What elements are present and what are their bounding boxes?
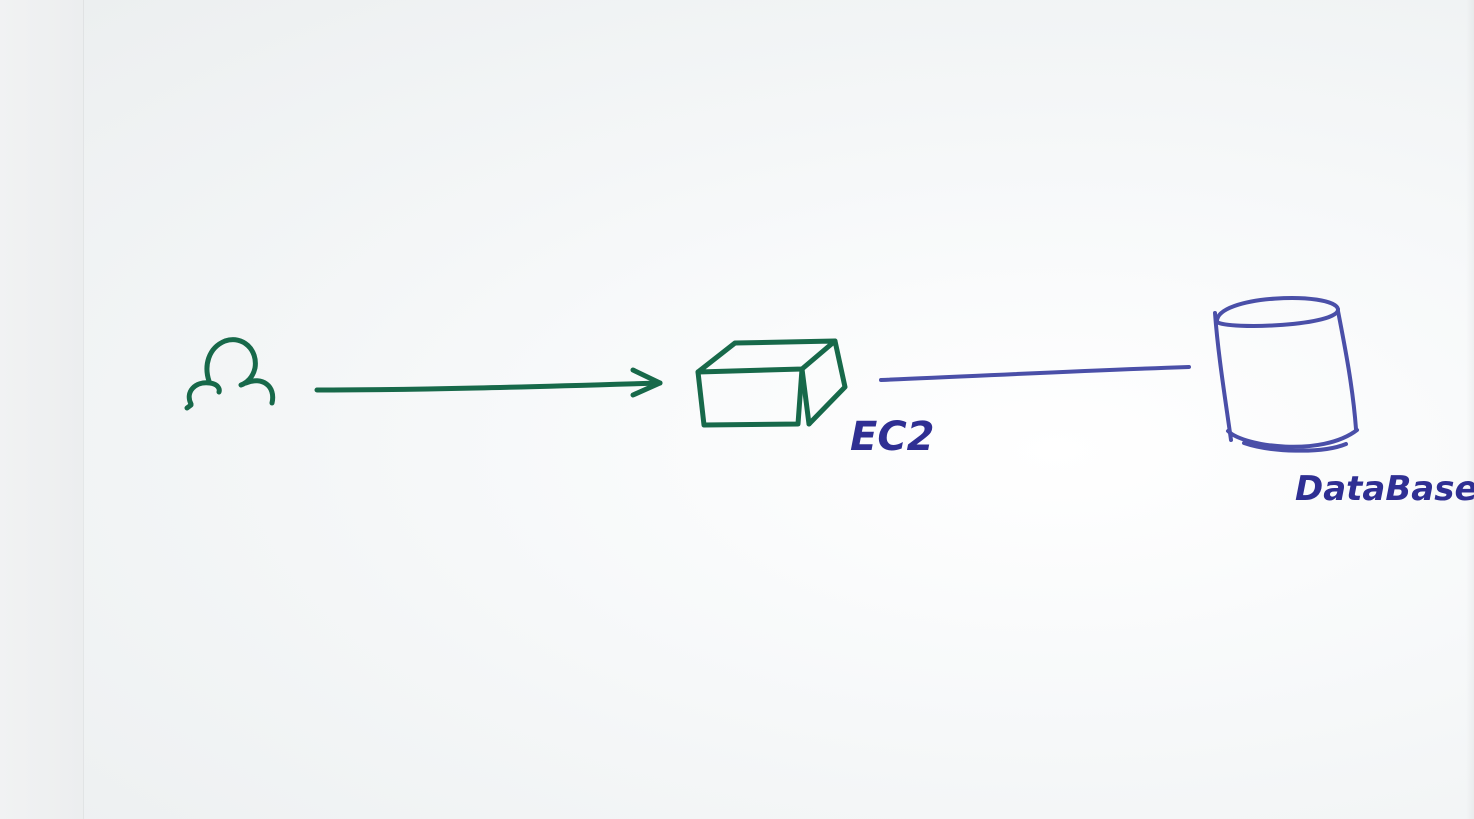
user-to-ec2-arrow (314, 367, 663, 398)
database-cylinder-icon (1213, 296, 1359, 453)
user-icon (184, 337, 276, 411)
ec2-to-database-line (879, 365, 1191, 382)
database-label: DataBase (1295, 469, 1474, 509)
server-box-icon (695, 338, 848, 428)
left-margin-strip (0, 0, 83, 819)
ec2-label: EC2 (850, 414, 935, 460)
board-edge-shadow (1466, 0, 1474, 819)
whiteboard-surface (83, 0, 1474, 819)
